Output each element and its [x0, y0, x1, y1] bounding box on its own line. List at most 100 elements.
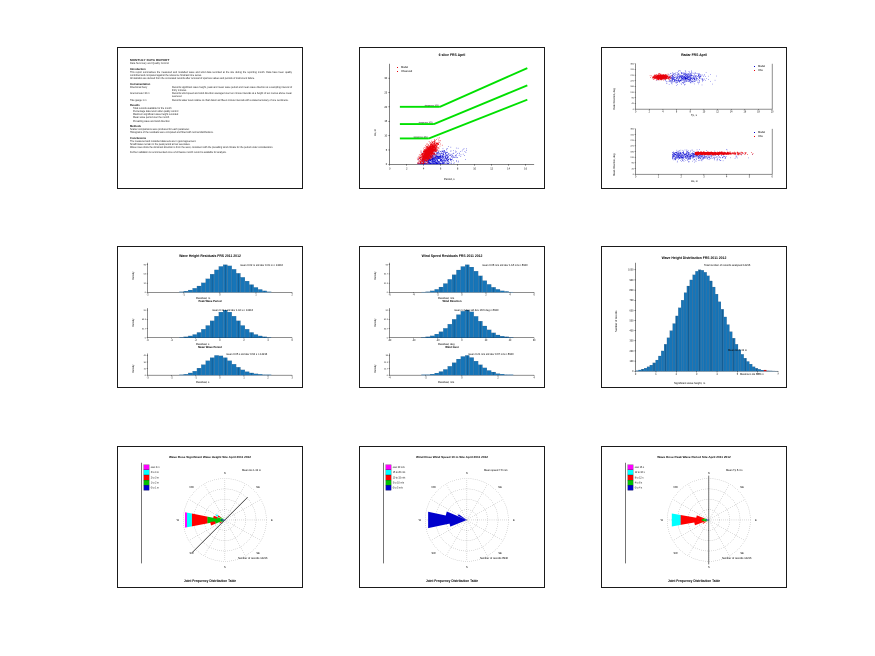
rose-caption: Joint Frequency Distribution Table	[425, 579, 479, 583]
section-paragraph: The measured and modelled data sets are …	[130, 140, 197, 144]
chart-title: Radar FRS April	[681, 53, 707, 57]
stats-text-2: mean 0.11 s std dev 1.42 s n 14216	[212, 309, 254, 312]
svg-text:15: 15	[384, 119, 387, 123]
svg-text:16: 16	[744, 111, 747, 114]
result-bullet: Total records available for the month	[133, 107, 172, 111]
y-axis-label: Number of records	[615, 310, 618, 332]
chart-title: 6 slice FRS April	[438, 53, 466, 57]
section-heading-instrumentation: Instrumentation	[130, 82, 151, 86]
stats-total: Total number of records analysed 14216	[704, 264, 751, 267]
subplot-caption-3: Wind Gust	[445, 346, 459, 349]
rose-note-top: Mean speed 7.8 m/s	[484, 469, 508, 472]
scatter-canvas: 0 2 4 6 8 10 12 14 16 18 2004590135180225270315360…	[630, 64, 774, 179]
chart-title: Wave Rose Peak Wave Period Site April 20…	[657, 455, 731, 459]
chart-title: Wave Height Residuals FRS 2011 2012	[179, 254, 241, 258]
section-heading-results: Results	[130, 103, 140, 107]
svg-text:360: 360	[630, 64, 634, 66]
svg-text:10: 10	[703, 111, 706, 114]
instrument-name: Anemometer 10 m	[130, 92, 150, 96]
result-bullet: Maximum significant wave height recorded	[133, 113, 179, 117]
x-axis-label-bottom: Hs, m	[691, 180, 699, 183]
legend-swatch-observed	[397, 70, 399, 72]
chart-title: Wave Rose Significant Wave Height Site A…	[168, 455, 251, 459]
result-bullet: Percentage data return after quality con…	[133, 110, 179, 114]
svg-text:90: 90	[632, 163, 635, 165]
stats-max: Maximum Hs 6.85 m	[740, 373, 764, 376]
svg-text:90: 90	[632, 98, 635, 100]
svg-text:3: 3	[703, 176, 705, 179]
svg-text:2: 2	[406, 166, 408, 170]
svg-text:steepness 1/15: steepness 1/15	[419, 121, 434, 124]
result-bullet: Prevailing wave and wind direction	[133, 119, 170, 123]
y-axis-label-3: Density	[132, 364, 135, 373]
svg-text:12: 12	[716, 111, 719, 114]
y-axis-label-2: Density	[374, 318, 377, 327]
section-paragraph: All statistics are derived from the co-l…	[130, 77, 255, 81]
stats-text-1: mean 0.08 m/s std dev 1.18 m/s n 8940	[482, 264, 528, 267]
svg-text:45: 45	[632, 168, 635, 170]
svg-text:0: 0	[635, 176, 637, 179]
section-heading-introduction: Introduction	[130, 67, 146, 71]
rose-note-bottom: Number of records 8940	[480, 557, 508, 560]
document-body: MONTHLY DATA REPORT Data Summary and Qua…	[130, 58, 292, 182]
legend-swatch-obs-bottom	[754, 135, 756, 137]
x-axis-label-2: Residual, deg	[438, 343, 455, 346]
svg-text:0: 0	[386, 162, 388, 166]
svg-text:6: 6	[676, 111, 678, 114]
x-axis-label-1: Residual, m/s	[438, 297, 455, 300]
svg-text:10: 10	[473, 166, 476, 170]
panel-wave-height-rose: Wave Rose Significant Wave Height Site A…	[117, 446, 303, 588]
svg-text:1: 1	[658, 176, 660, 179]
y-axis-label-3: Density	[374, 364, 377, 373]
panel-summary-document: MONTHLY DATA REPORT Data Summary and Qua…	[117, 47, 303, 189]
y-axis-label-bottom: Mean Direction, deg	[613, 153, 616, 176]
section-heading-conclusions: Conclusions	[130, 136, 147, 140]
svg-text:4: 4	[726, 176, 728, 179]
svg-text:315: 315	[630, 134, 634, 136]
y-axis-label-1: Density	[374, 271, 377, 280]
y-axis-label: Hs, m	[374, 128, 377, 136]
y-axis-label-top: Peak Direction, deg	[613, 88, 616, 110]
svg-text:270: 270	[630, 140, 634, 142]
subplot-caption-2: Wind Direction	[442, 300, 462, 303]
svg-text:270: 270	[630, 75, 634, 77]
svg-text:45: 45	[632, 103, 635, 105]
svg-text:180: 180	[630, 151, 634, 153]
panel-wave-period-rose: Wave Rose Peak Wave Period Site April 20…	[601, 446, 787, 588]
section-paragraph: Small biases remain in the peak period a…	[130, 143, 191, 147]
legend-entry-model-top: Model	[758, 65, 766, 68]
svg-text:6: 6	[440, 166, 442, 170]
y-axis-label-1: Density	[132, 271, 135, 280]
legend-entry-observed: Observed	[401, 70, 413, 73]
x-axis-label: Period, s	[444, 178, 455, 181]
svg-text:2: 2	[680, 176, 682, 179]
svg-text:20: 20	[384, 105, 387, 109]
rose-note-top: Mean Tp 8.4 s	[726, 469, 743, 472]
subplot-caption-3: Mean Wave Period	[198, 346, 222, 349]
x-axis-label-3: Residual, m/s	[438, 381, 455, 384]
x-axis-label-top: Tp, s	[691, 114, 697, 117]
svg-text:360: 360	[630, 129, 634, 131]
svg-text:0: 0	[389, 166, 391, 170]
svg-text:135: 135	[630, 92, 634, 94]
svg-text:180: 180	[630, 86, 634, 88]
instrument-name: Tide gauge 1 m	[130, 98, 147, 102]
svg-text:225: 225	[630, 146, 634, 148]
panel-wave-height-histogram: Wave Height Distribution FRS 2011 2012 0…	[601, 246, 787, 388]
y-axis-label-2: Density	[132, 318, 135, 327]
svg-text:2: 2	[649, 111, 651, 114]
svg-text:20: 20	[771, 111, 774, 114]
legend-entry-model-bottom: Model	[758, 131, 766, 134]
svg-text:16: 16	[524, 166, 527, 170]
svg-text:5: 5	[749, 176, 751, 179]
svg-text:5: 5	[386, 148, 388, 152]
scatter-canvas: 0 2 4 6 8 10 12 14 16 0 5 10 15 20 25 30 steepness 1/20 s…	[384, 63, 535, 170]
svg-text:4: 4	[423, 166, 425, 170]
stats-mean: Mean Hs 1.42 m	[728, 349, 748, 352]
svg-text:12: 12	[490, 166, 493, 170]
stats-text-2: mean 1.4 deg std dev 18.6 deg n 8940	[454, 309, 499, 312]
